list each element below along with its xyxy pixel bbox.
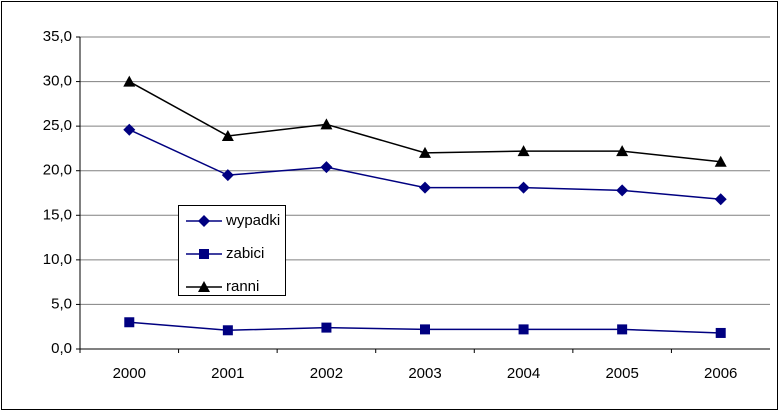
chart-frame (1, 1, 778, 410)
marker (714, 193, 727, 206)
y-tick-label: 10,0 (43, 251, 72, 268)
marker (715, 327, 726, 338)
marker (222, 325, 233, 336)
x-tick-label: 2005 (605, 365, 638, 382)
marker (517, 145, 530, 157)
marker (198, 281, 210, 292)
y-tick-label: 25,0 (43, 117, 72, 134)
x-tick-label: 2006 (704, 365, 737, 382)
marker (419, 146, 431, 158)
x-tick-label: 2004 (507, 365, 540, 382)
marker (321, 322, 332, 333)
marker (221, 129, 234, 141)
marker (419, 181, 431, 194)
marker (320, 118, 333, 130)
x-tick-label: 2003 (408, 365, 441, 382)
marker (517, 181, 530, 194)
y-tick-label: 20,0 (43, 162, 72, 179)
marker (714, 155, 727, 167)
legend-label: ranni (226, 278, 259, 295)
legend-label: wypadki (225, 212, 280, 229)
marker (198, 215, 210, 227)
y-tick-label: 0,0 (51, 340, 72, 357)
marker (123, 75, 136, 87)
marker (320, 161, 333, 174)
marker (199, 249, 209, 259)
marker (420, 324, 430, 335)
marker (616, 145, 629, 157)
y-tick-label: 35,0 (43, 28, 72, 45)
marker (124, 317, 135, 328)
marker (221, 169, 234, 182)
y-tick-label: 5,0 (51, 295, 72, 312)
marker (123, 123, 136, 136)
x-tick-label: 2001 (211, 365, 244, 382)
marker (616, 184, 629, 197)
y-tick-label: 15,0 (43, 206, 72, 223)
marker (617, 324, 628, 335)
y-tick-label: 30,0 (43, 73, 72, 90)
legend-label: zabici (226, 245, 264, 262)
x-tick-label: 2000 (113, 365, 146, 382)
x-tick-label: 2002 (310, 365, 343, 382)
marker (518, 324, 529, 335)
